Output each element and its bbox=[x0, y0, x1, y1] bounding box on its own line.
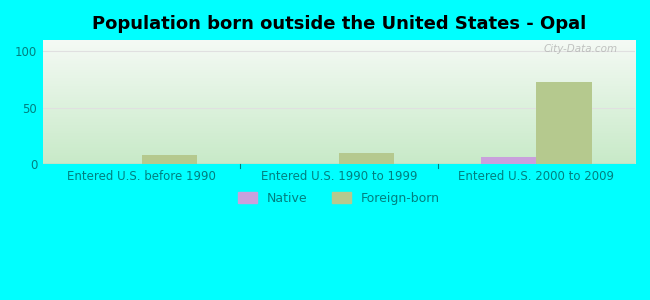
Legend: Native, Foreign-born: Native, Foreign-born bbox=[233, 187, 445, 210]
Bar bbox=[536, 82, 592, 164]
Bar bbox=[481, 158, 536, 164]
Bar bbox=[142, 155, 197, 164]
Bar bbox=[339, 153, 394, 164]
Text: City-Data.com: City-Data.com bbox=[543, 44, 618, 54]
Title: Population born outside the United States - Opal: Population born outside the United State… bbox=[92, 15, 586, 33]
